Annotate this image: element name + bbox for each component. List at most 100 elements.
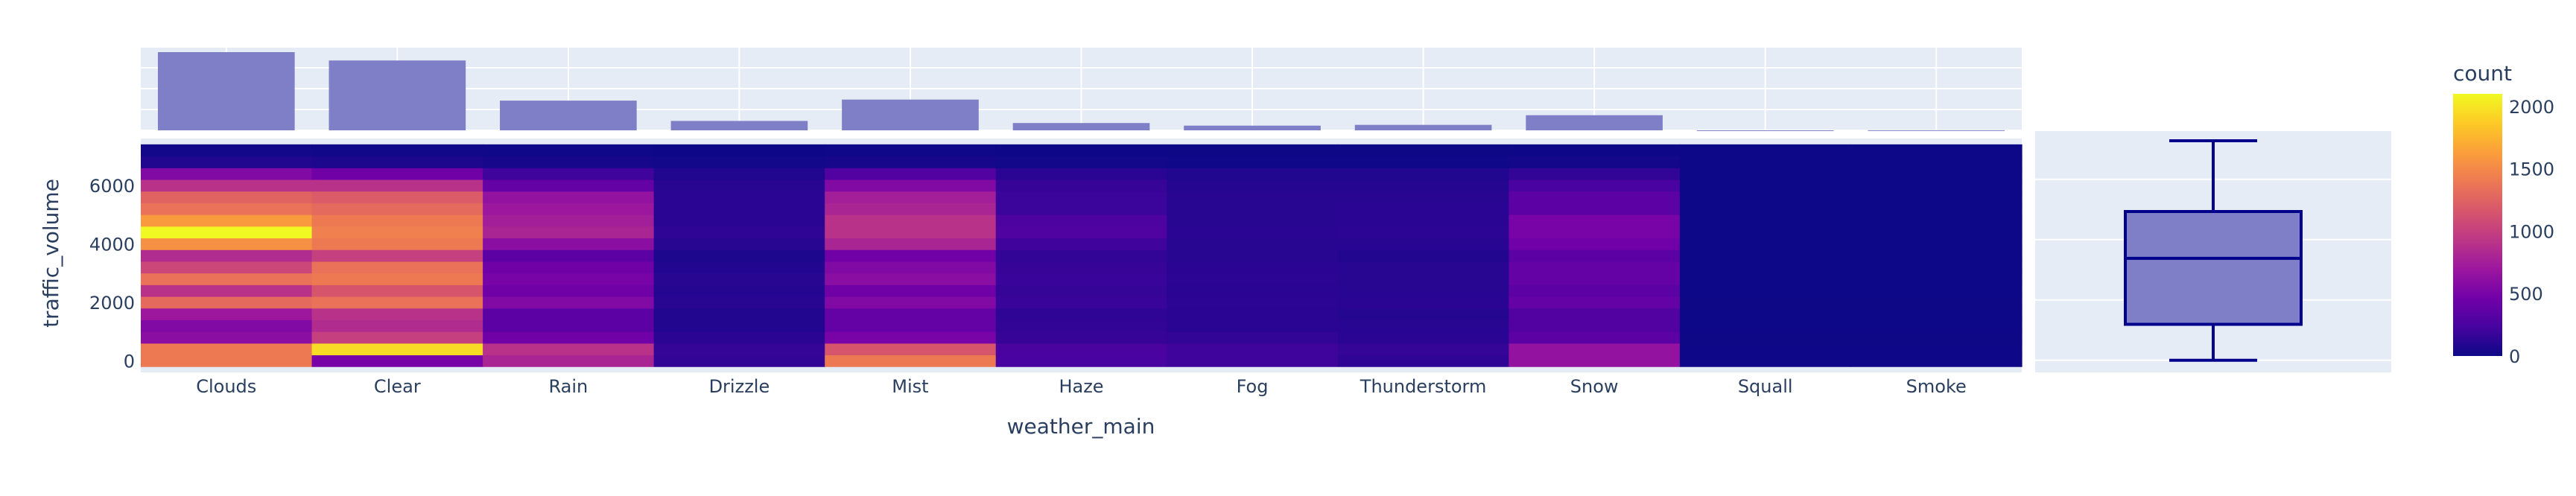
- heatmap-cell: [653, 284, 825, 297]
- x-tick-label: Fog: [1237, 376, 1269, 397]
- heatmap-cell: [141, 249, 313, 262]
- y-tick-label: 2000: [89, 293, 135, 314]
- heatmap-cell: [653, 249, 825, 262]
- heatmap-cell: [1337, 284, 1509, 297]
- marks-layer: [157, 52, 2005, 131]
- heatmap-cell: [483, 308, 655, 320]
- heatmap-cell: [1850, 354, 2023, 367]
- heatmap-cell: [995, 308, 1167, 320]
- heatmap-cell: [1850, 156, 2023, 168]
- heatmap-cell: [995, 284, 1167, 297]
- heatmap-cell: [141, 226, 313, 239]
- heatmap-cell: [1337, 144, 1509, 157]
- heatmap-cell: [653, 179, 825, 192]
- heatmap-cell: [1167, 331, 1339, 344]
- heatmap-cell: [1850, 273, 2023, 285]
- heatmap-cell: [825, 308, 997, 320]
- heatmap-cell: [1337, 203, 1509, 215]
- heatmap-cell: [1679, 284, 1852, 297]
- heatmap-cell: [483, 319, 655, 332]
- heatmap-cell: [1679, 343, 1852, 356]
- heatmap-cell: [1167, 168, 1339, 180]
- heatmap-cell: [995, 214, 1167, 227]
- heatmap-cell: [1509, 144, 1681, 157]
- heatmap-cell: [311, 168, 483, 180]
- heatmap-cell: [1679, 249, 1852, 262]
- heatmap-cell: [825, 226, 997, 239]
- heatmap-cell: [1509, 226, 1681, 239]
- heatmap-cell: [825, 273, 997, 285]
- heatmap-cell: [311, 343, 483, 356]
- heatmap-cell: [1509, 214, 1681, 227]
- heatmap-cell: [1679, 191, 1852, 203]
- heatmap-cell: [825, 179, 997, 192]
- heatmap-cell: [141, 308, 313, 320]
- heatmap-cell: [1850, 226, 2023, 239]
- colorbar: 0 500 1000 1500 2000: [2453, 94, 2554, 367]
- heatmap-cell: [483, 144, 655, 157]
- heatmap-cell: [825, 168, 997, 180]
- heatmap-cell: [483, 191, 655, 203]
- heatmap-cell: [141, 261, 313, 274]
- heatmap-cell: [483, 179, 655, 192]
- heatmap-cell: [483, 203, 655, 215]
- heatmap-cell: [141, 203, 313, 215]
- heatmap-cell: [1167, 308, 1339, 320]
- heatmap-cell: [825, 284, 997, 297]
- heatmap-cell: [311, 273, 483, 285]
- heatmap-cell: [1850, 144, 2023, 157]
- heatmap-cell: [995, 238, 1167, 250]
- heatmap-cell: [311, 214, 483, 227]
- heatmap-cell: [1337, 238, 1509, 250]
- heatmap-cell: [1679, 319, 1852, 332]
- x-tick-label: Drizzle: [709, 376, 770, 397]
- heatmap-cell: [311, 308, 483, 320]
- heatmap-cell: [825, 354, 997, 367]
- heatmap-cell: [1167, 273, 1339, 285]
- heatmap-cell: [1509, 319, 1681, 332]
- heatmap-cell: [1337, 156, 1509, 168]
- colorbar-tick-label: 0: [2509, 346, 2520, 367]
- count-bar-smoke: [1868, 130, 2005, 131]
- heatmap-cell: [141, 191, 313, 203]
- heatmap-cell: [1167, 191, 1339, 203]
- y-tick-label: 6000: [89, 176, 135, 197]
- heatmap-cell: [1509, 308, 1681, 320]
- heatmap-cell: [653, 261, 825, 274]
- heatmap-cell: [1850, 238, 2023, 250]
- heatmap-cell: [311, 319, 483, 332]
- heatmap-cell: [1679, 354, 1852, 367]
- colorbar-gradient: [2453, 94, 2502, 356]
- x-tick-label: Clouds: [196, 376, 256, 397]
- heatmap-cell: [311, 331, 483, 344]
- heatmap-cell: [1850, 168, 2023, 180]
- heatmap-cell: [1850, 331, 2023, 344]
- heatmap-cell: [825, 319, 997, 332]
- y-tick-label: 0: [124, 351, 135, 372]
- heatmap-cell: [1167, 226, 1339, 239]
- heatmap-cell: [653, 343, 825, 356]
- heatmap-cell: [483, 273, 655, 285]
- heatmap-cell: [653, 354, 825, 367]
- heatmap-cell: [483, 284, 655, 297]
- heatmap-cell: [141, 319, 313, 332]
- count-bar-snow: [1526, 115, 1663, 130]
- heatmap-cell: [653, 191, 825, 203]
- heatmap-cell: [1167, 343, 1339, 356]
- heatmap-cell: [653, 308, 825, 320]
- heatmap-cell: [653, 331, 825, 344]
- heatmap-cell: [1679, 238, 1852, 250]
- heatmap-cell: [1850, 343, 2023, 356]
- heatmap-cell: [1850, 191, 2023, 203]
- heatmap-cell: [995, 179, 1167, 192]
- heatmap-cell: [1167, 214, 1339, 227]
- heatmap-cell: [1167, 156, 1339, 168]
- heatmap-cell: [1850, 214, 2023, 227]
- heatmap-cell: [311, 203, 483, 215]
- heatmap-cell: [995, 273, 1167, 285]
- heatmap-cell: [1337, 296, 1509, 309]
- heatmap-cell: [825, 144, 997, 157]
- heatmap-cell: [995, 144, 1167, 157]
- heatmap-cell: [311, 156, 483, 168]
